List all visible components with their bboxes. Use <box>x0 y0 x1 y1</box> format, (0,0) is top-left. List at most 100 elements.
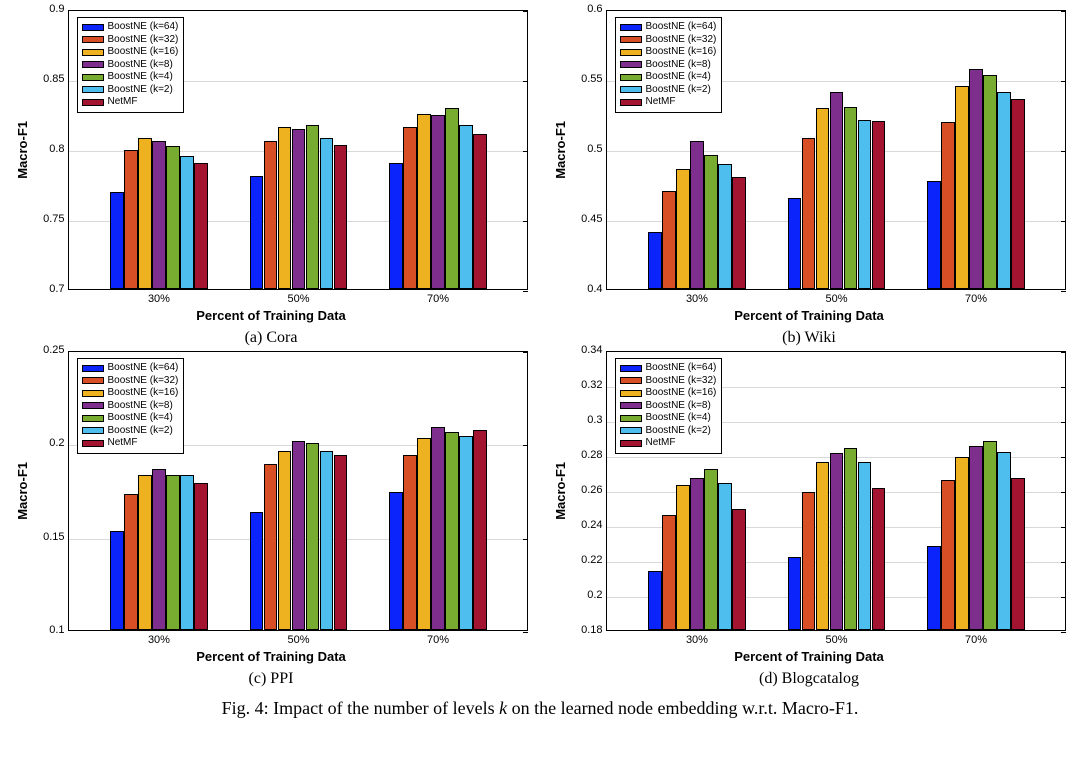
ytick-mark <box>523 151 528 152</box>
legend-swatch <box>620 61 642 68</box>
subplot-caption: (c) PPI <box>249 670 294 688</box>
figcap-var: k <box>499 698 507 718</box>
legend-label: BoostNE (k=8) <box>108 400 173 413</box>
plot-wrap: Macro-F10.40.450.50.550.630%50%70%BoostN… <box>553 10 1066 290</box>
ytick-mark <box>1061 492 1066 493</box>
legend-swatch <box>620 74 642 81</box>
ytick-label: 0.25 <box>43 344 68 356</box>
bar <box>788 198 802 289</box>
legend-item: BoostNE (k=8) <box>82 400 179 413</box>
legend-swatch <box>82 377 104 384</box>
bar <box>417 114 431 289</box>
legend-label: BoostNE (k=2) <box>646 84 711 97</box>
ytick-mark <box>523 81 528 82</box>
legend-item: BoostNE (k=4) <box>620 412 717 425</box>
legend-label: BoostNE (k=4) <box>108 71 173 84</box>
legend-label: NetMF <box>108 96 138 109</box>
bar <box>320 138 334 289</box>
ytick-label: 0.34 <box>581 344 606 356</box>
legend-label: BoostNE (k=16) <box>108 387 179 400</box>
bar <box>389 492 403 630</box>
bar <box>704 155 718 289</box>
legend-label: BoostNE (k=64) <box>108 21 179 34</box>
legend-label: BoostNE (k=8) <box>646 59 711 72</box>
bar <box>690 141 704 289</box>
panel-blog: Macro-F10.180.20.220.240.260.280.30.320.… <box>550 351 1068 688</box>
ytick-mark <box>1061 291 1066 292</box>
y-axis-label: Macro-F1 <box>553 462 568 520</box>
legend-swatch <box>620 86 642 93</box>
ytick-label: 0.24 <box>581 519 606 531</box>
bar <box>927 546 941 630</box>
bar <box>334 145 348 289</box>
legend-item: BoostNE (k=32) <box>82 34 179 47</box>
bar <box>662 191 676 289</box>
legend-swatch <box>82 61 104 68</box>
legend-swatch <box>82 49 104 56</box>
bar <box>278 127 292 289</box>
bar <box>941 480 955 631</box>
bar <box>110 192 124 289</box>
ytick-label: 0.1 <box>49 624 68 636</box>
legend-label: BoostNE (k=32) <box>108 34 179 47</box>
xtick-label: 50% <box>825 630 847 646</box>
ytick-label: 0.18 <box>581 624 606 636</box>
legend-item: BoostNE (k=2) <box>82 84 179 97</box>
bar <box>955 457 969 630</box>
legend-label: BoostNE (k=2) <box>108 84 173 97</box>
bar <box>844 448 858 630</box>
ytick-mark <box>1061 597 1066 598</box>
legend-item: BoostNE (k=16) <box>82 387 179 400</box>
subplot-caption: (d) Blogcatalog <box>759 670 859 688</box>
legend-item: BoostNE (k=2) <box>620 425 717 438</box>
ytick-mark <box>1061 352 1066 353</box>
xtick-label: 50% <box>825 289 847 305</box>
legend-item: NetMF <box>82 437 179 450</box>
bar <box>816 462 830 630</box>
legend-item: BoostNE (k=2) <box>620 84 717 97</box>
legend-swatch <box>82 402 104 409</box>
legend-swatch <box>620 49 642 56</box>
bar <box>194 163 208 289</box>
legend-item: BoostNE (k=16) <box>620 387 717 400</box>
legend-item: BoostNE (k=4) <box>82 412 179 425</box>
bar <box>676 169 690 289</box>
xtick-label: 70% <box>427 289 449 305</box>
legend-label: BoostNE (k=64) <box>646 362 717 375</box>
legend-item: BoostNE (k=64) <box>82 21 179 34</box>
legend-label: BoostNE (k=2) <box>108 425 173 438</box>
bar <box>718 483 732 630</box>
bar <box>830 453 844 630</box>
bar <box>459 125 473 289</box>
ytick-mark <box>1061 81 1066 82</box>
legend-item: BoostNE (k=8) <box>620 400 717 413</box>
plot-area: 0.40.450.50.550.630%50%70%BoostNE (k=64)… <box>606 10 1066 290</box>
panel-wiki: Macro-F10.40.450.50.550.630%50%70%BoostN… <box>550 10 1068 347</box>
xtick-label: 30% <box>148 289 170 305</box>
plot-area: 0.70.750.80.850.930%50%70%BoostNE (k=64)… <box>68 10 528 290</box>
ytick-mark <box>523 221 528 222</box>
ytick-label: 0.75 <box>43 213 68 225</box>
legend-label: NetMF <box>108 437 138 450</box>
legend-label: BoostNE (k=32) <box>646 375 717 388</box>
legend-item: BoostNE (k=32) <box>620 375 717 388</box>
legend-swatch <box>82 390 104 397</box>
bar <box>648 571 662 631</box>
xtick-label: 70% <box>965 630 987 646</box>
ytick-mark <box>1061 151 1066 152</box>
legend-swatch <box>620 365 642 372</box>
ytick-label: 0.55 <box>581 73 606 85</box>
legend-label: BoostNE (k=16) <box>646 46 717 59</box>
bar <box>830 92 844 289</box>
bar <box>166 475 180 630</box>
bar <box>180 156 194 289</box>
bar <box>334 455 348 630</box>
bar <box>250 512 264 630</box>
bar <box>473 134 487 289</box>
legend-swatch <box>82 415 104 422</box>
legend-item: NetMF <box>82 96 179 109</box>
ytick-mark <box>1061 11 1066 12</box>
ytick-label: 0.6 <box>587 3 606 15</box>
legend-swatch <box>620 402 642 409</box>
legend-item: BoostNE (k=64) <box>620 362 717 375</box>
